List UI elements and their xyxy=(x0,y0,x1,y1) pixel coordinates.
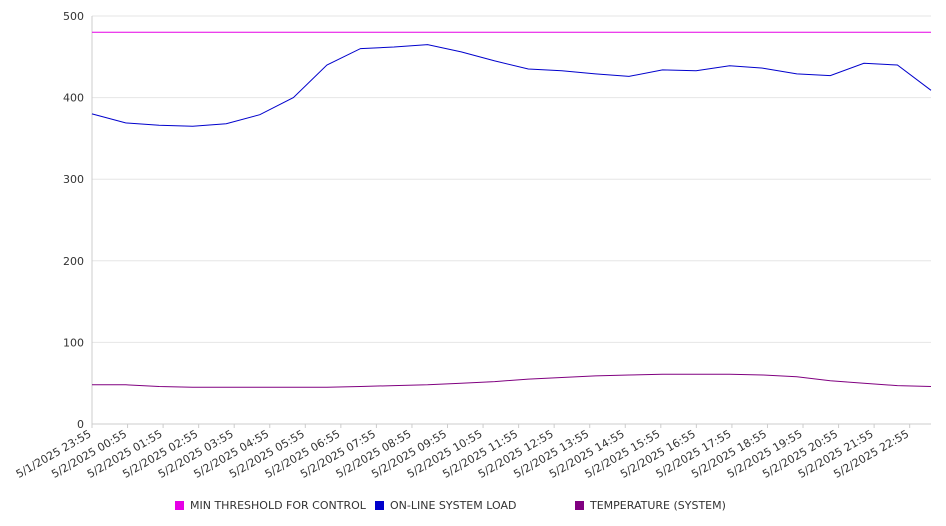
x-tick-labels: 5/1/2025 23:555/2/2025 00:555/2/2025 01:… xyxy=(14,427,911,481)
y-tick-label: 100 xyxy=(63,336,84,349)
y-tick-label: 300 xyxy=(63,173,84,186)
series-line-1 xyxy=(91,44,932,127)
axes xyxy=(91,16,931,428)
legend-swatch-temperature xyxy=(575,501,584,510)
legend-label-temperature: TEMPERATURE (SYSTEM) xyxy=(590,499,726,512)
y-tick-label: 500 xyxy=(63,10,84,23)
legend-label-system-load: ON-LINE SYSTEM LOAD xyxy=(390,499,517,512)
legend-swatch-min-threshold xyxy=(175,501,184,510)
legend: MIN THRESHOLD FOR CONTROL ON-LINE SYSTEM… xyxy=(0,499,946,513)
y-tick-labels: 0 100 200 300 400 500 xyxy=(63,10,84,431)
series-line-2 xyxy=(92,373,932,388)
y-tick-label: 400 xyxy=(63,92,84,105)
legend-item-temperature: TEMPERATURE (SYSTEM) xyxy=(575,499,726,512)
y-tick-label: 0 xyxy=(77,418,84,431)
gridlines xyxy=(92,15,931,343)
legend-item-min-threshold: MIN THRESHOLD FOR CONTROL xyxy=(175,499,366,512)
legend-label-min-threshold: MIN THRESHOLD FOR CONTROL xyxy=(190,499,366,512)
legend-swatch-system-load xyxy=(375,501,384,510)
legend-item-system-load: ON-LINE SYSTEM LOAD xyxy=(375,499,516,512)
series-lines xyxy=(91,31,932,388)
y-tick-label: 200 xyxy=(63,255,84,268)
